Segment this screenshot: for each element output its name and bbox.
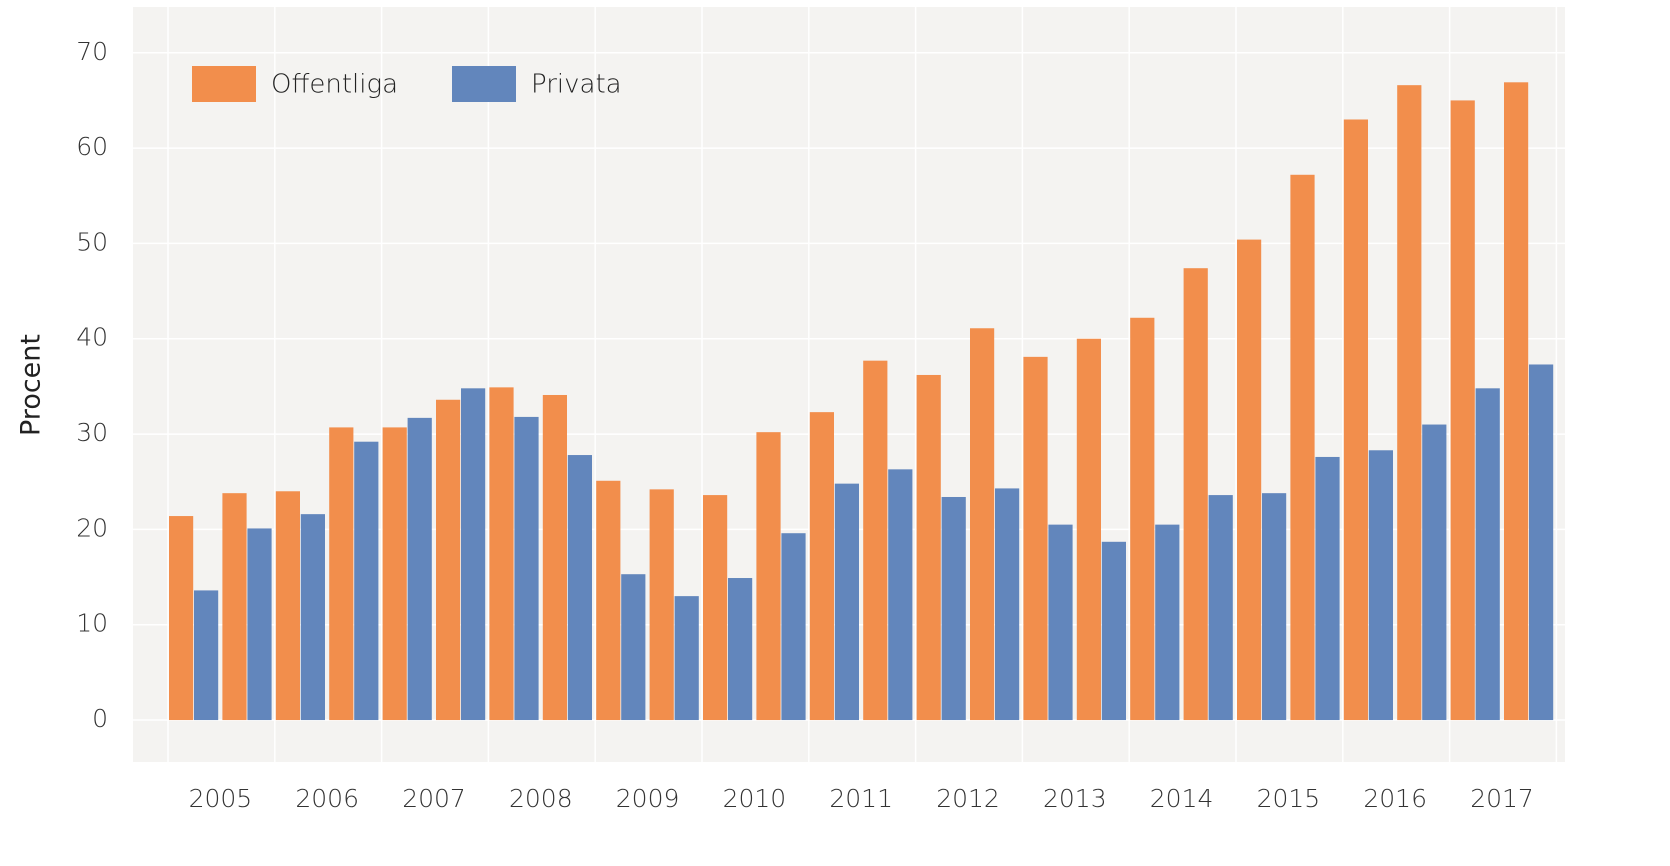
bar xyxy=(329,427,354,721)
x-tick-label: 2005 xyxy=(189,784,253,813)
bar xyxy=(1101,541,1126,721)
bar xyxy=(970,328,995,721)
x-tick-label: 2015 xyxy=(1257,784,1321,813)
y-tick-label: 40 xyxy=(76,323,108,352)
bar xyxy=(194,590,219,721)
bar xyxy=(436,399,461,721)
bar xyxy=(1183,268,1208,721)
bar xyxy=(300,514,325,721)
y-axis-label: Procent xyxy=(16,334,47,436)
x-tick-label: 2007 xyxy=(402,784,466,813)
y-tick-label: 10 xyxy=(76,609,108,638)
bar xyxy=(649,489,674,721)
x-tick-label: 2016 xyxy=(1363,784,1427,813)
legend-text: Offentliga xyxy=(271,70,398,100)
bar xyxy=(1343,119,1368,721)
bar xyxy=(1290,174,1315,721)
x-tick-label: 2009 xyxy=(616,784,680,813)
bar xyxy=(169,516,194,721)
bar xyxy=(1397,85,1422,721)
bar xyxy=(621,574,646,721)
bar xyxy=(1023,356,1048,721)
bar xyxy=(1155,524,1180,721)
bar xyxy=(1130,317,1155,721)
bar xyxy=(781,533,806,721)
bar xyxy=(567,455,592,721)
bar xyxy=(275,491,300,721)
bar xyxy=(995,488,1020,721)
y-tick-label: 0 xyxy=(92,704,108,733)
bar xyxy=(1048,524,1073,721)
bar xyxy=(834,483,859,721)
bar xyxy=(354,441,379,721)
bar xyxy=(1368,450,1393,721)
bar xyxy=(1237,239,1262,721)
bar xyxy=(1529,364,1554,721)
bar xyxy=(542,394,567,721)
bar xyxy=(489,387,514,721)
y-tick-label: 30 xyxy=(76,418,108,447)
bar xyxy=(1422,424,1447,721)
legend-swatch xyxy=(192,66,256,102)
bar xyxy=(1208,495,1233,721)
y-tick-label: 70 xyxy=(76,37,108,66)
x-tick-label: 2010 xyxy=(723,784,787,813)
bar xyxy=(703,495,728,721)
x-tick-label: 2006 xyxy=(295,784,359,813)
bar xyxy=(1262,493,1287,721)
x-tick-label: 2012 xyxy=(936,784,1000,813)
bar xyxy=(382,427,407,721)
x-tick-label: 2011 xyxy=(829,784,893,813)
y-tick-label: 50 xyxy=(76,227,108,256)
x-tick-label: 2008 xyxy=(509,784,573,813)
bar xyxy=(1450,100,1475,721)
bar xyxy=(888,469,913,721)
bar xyxy=(1315,456,1340,721)
bar xyxy=(674,596,699,721)
bar xyxy=(1076,338,1101,721)
x-tick-label: 2014 xyxy=(1150,784,1214,813)
x-tick-label: 2017 xyxy=(1470,784,1534,813)
y-tick-label: 20 xyxy=(76,513,108,542)
bar xyxy=(514,416,539,721)
bar xyxy=(916,374,941,721)
bar xyxy=(1475,388,1500,721)
bar xyxy=(809,412,834,721)
legend-swatch xyxy=(452,66,516,102)
bar xyxy=(247,528,272,721)
bar xyxy=(407,417,432,721)
bar xyxy=(756,432,781,721)
x-tick-label: 2013 xyxy=(1043,784,1107,813)
bar xyxy=(596,480,621,721)
bar xyxy=(222,493,247,721)
bar xyxy=(941,496,966,721)
legend-text: Privata xyxy=(531,70,622,100)
bar xyxy=(1504,82,1529,721)
y-tick-label: 60 xyxy=(76,132,108,161)
bar xyxy=(461,388,486,721)
bar xyxy=(863,360,888,721)
bar xyxy=(728,578,753,721)
